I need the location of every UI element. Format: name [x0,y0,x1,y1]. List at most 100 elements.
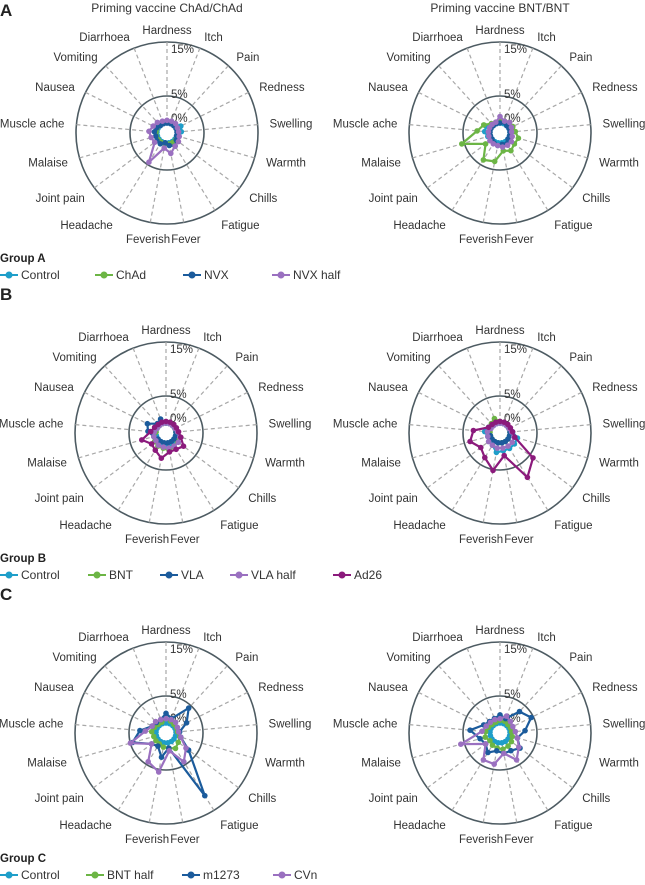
data-point-redness [174,724,181,731]
data-point-headache [489,742,496,748]
axis-label: Hardness [142,25,191,37]
axis-label: Fever [170,534,200,546]
axis-label: Fatigue [554,520,592,532]
axis-label: Feverish [125,534,169,546]
axis-label: Warmth [265,458,305,470]
data-point-feverish [491,158,498,165]
axis-label: Hardness [475,625,524,637]
data-point-headache [485,749,491,756]
legend-item-vla: VLA [160,568,204,582]
data-point-warmth [515,135,522,141]
radar-chart-6: Hardness Itch Pain Redness Swelling Warmth Chi… [333,625,645,846]
legend-b: Control BNT VLA VLA half Ad26 [0,568,382,582]
axis-label: Muscle ache [333,718,398,730]
data-point-redness [510,723,516,730]
axis-label: Joint pain [35,793,84,805]
data-point-warmth [509,733,515,740]
axis-label: Diarrhoea [78,332,129,344]
axis-label: Warmth [599,458,639,470]
data-point-joint-pain [153,437,159,444]
data-point-fever [166,748,173,754]
axis-label: Fatigue [554,220,592,232]
spoke-nausea [84,691,158,730]
axis-label: Itch [203,332,222,344]
data-point-hardness [163,418,169,425]
data-point-warmth [509,133,515,140]
data-point-hardness [163,710,169,717]
radar-chart-5: Hardness Itch Pain Redness Swelling Warmth Chi… [0,625,311,846]
data-point-malaise [482,734,489,740]
legend-label: Ad26 [354,568,382,582]
radar-chart-1: Hardness Itch Pain Redness Swelling Warmth Chi… [0,1,312,246]
tick-label: 5% [504,89,521,101]
spoke-feverish [148,442,165,523]
axis-label: Joint pain [369,193,418,205]
data-point-headache [155,442,162,449]
axis-label: Headache [393,520,445,532]
tick-label: 5% [171,89,188,101]
data-point-pain [506,119,513,126]
legend-label: NVX [204,268,229,282]
series-nvx-half [485,113,515,150]
data-point-malaise [153,133,159,139]
grid-ring-5 [128,695,204,771]
legend-item-cvn: CVn [273,868,317,882]
axis-label: Redness [259,82,305,94]
data-point-diarrhoea [493,419,499,426]
data-point-muscle-ache [147,428,154,435]
spoke-malaise [79,135,158,159]
axis-label: Fatigue [220,520,258,532]
grid-ring-5 [462,395,538,471]
data-point-fever [501,452,508,459]
axis-label: Fatigue [554,820,592,832]
axis-label: Fever [504,834,534,846]
legend-label: m1273 [203,868,240,882]
axis-label: Pain [569,52,592,64]
data-point-feverish [155,769,162,775]
grid-ring-5 [129,95,205,171]
data-point-headache [480,157,487,163]
spoke-malaise [78,435,157,459]
axis-label: Muscle ache [0,718,63,730]
axis-label: Vomiting [52,652,96,664]
axis-label: Warmth [599,158,639,170]
data-point-nausea [483,723,490,729]
data-point-feverish [160,444,167,450]
data-point-malaise [486,133,492,139]
grid-ring-15 [75,41,259,225]
data-point-swelling [509,429,516,435]
data-point-joint-pain [153,737,159,744]
legend-label: BNT [109,568,134,582]
data-point-vomiting [152,718,159,725]
axis-label: Nausea [35,82,75,94]
data-point-muscle-ache [474,128,480,134]
axis-label: Nausea [34,682,74,694]
axis-label: Muscle ache [333,118,398,130]
data-point-nausea [481,122,487,128]
data-point-muscle-ache [142,728,149,734]
axis-label: Swelling [603,418,645,430]
legend-c: Control BNT half m1273 CVn [0,868,317,882]
data-point-joint-pain [478,444,484,451]
panel-letter: A [0,1,12,20]
axis-label: Chills [248,793,276,805]
data-point-feverish [158,754,165,760]
axis-label: Nausea [368,682,408,694]
data-point-malaise [477,735,483,742]
tick-label: 15% [504,344,527,356]
legend-swatch-dot [91,871,99,879]
data-point-chills [508,738,515,745]
axis-label: Itch [537,632,556,644]
data-point-warmth [512,434,518,441]
tick-label: 5% [170,389,187,401]
grid-ring-15 [408,641,592,825]
radar-chart-4: Hardness Itch Pain Redness Swelling Warmth Chi… [333,325,645,546]
data-point-redness [183,720,190,726]
legend-label: Control [21,868,60,882]
data-point-malaise [151,433,157,440]
data-point-warmth [178,434,184,441]
data-point-diarrhoea [158,716,164,723]
legend-label: Control [21,568,60,582]
legend-label: ChAd [116,268,146,282]
data-point-fatigue [504,142,511,148]
